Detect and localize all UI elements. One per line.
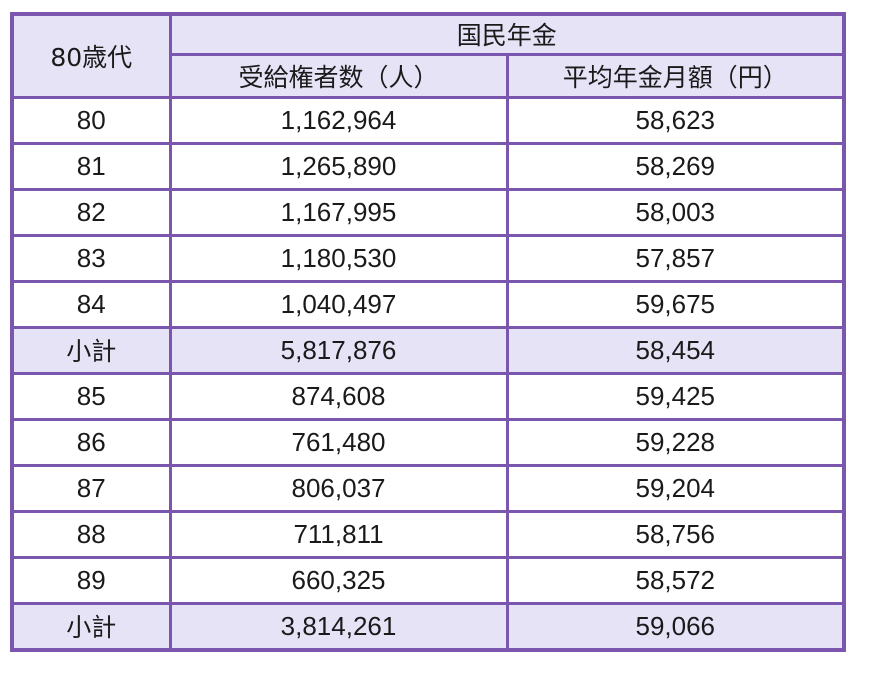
avg-monthly-cell: 59,675 <box>505 279 846 329</box>
age-cell: 88 <box>10 509 172 559</box>
national-pension-header: 国民年金 <box>168 12 846 56</box>
recipients-subtotal-cell: 3,814,261 <box>168 601 509 651</box>
age-cell: 87 <box>10 463 172 513</box>
recipients-cell: 660,325 <box>168 555 509 605</box>
age-cell: 80 <box>10 95 172 145</box>
subtotal-row: 小計 3,814,261 59,066 <box>10 601 846 651</box>
recipients-cell: 1,040,497 <box>168 279 509 329</box>
age-cell: 81 <box>10 141 172 191</box>
avg-monthly-cell: 58,572 <box>505 555 846 605</box>
table-row: 83 1,180,530 57,857 <box>10 233 846 283</box>
age-cell: 86 <box>10 417 172 467</box>
avg-monthly-cell: 59,204 <box>505 463 846 513</box>
recipients-cell: 761,480 <box>168 417 509 467</box>
pension-table: 80歳代 国民年金 受給権者数（人） 平均年金月額（円） 80 1,162,96… <box>10 12 846 652</box>
table-row: 89 660,325 58,572 <box>10 555 846 605</box>
avg-monthly-cell: 58,003 <box>505 187 846 237</box>
avg-monthly-subtotal-cell: 59,066 <box>505 601 846 651</box>
avg-monthly-cell: 58,623 <box>505 95 846 145</box>
recipients-cell: 1,162,964 <box>168 95 509 145</box>
subtotal-label: 小計 <box>10 325 172 375</box>
age-cell: 85 <box>10 371 172 421</box>
avg-monthly-cell: 59,228 <box>505 417 846 467</box>
age-cell: 83 <box>10 233 172 283</box>
age-cell: 84 <box>10 279 172 329</box>
avg-monthly-cell: 58,269 <box>505 141 846 191</box>
recipients-cell: 874,608 <box>168 371 509 421</box>
age-cell: 82 <box>10 187 172 237</box>
table-row: 87 806,037 59,204 <box>10 463 846 513</box>
table-row: 85 874,608 59,425 <box>10 371 846 421</box>
recipients-cell: 1,167,995 <box>168 187 509 237</box>
avg-monthly-cell: 59,425 <box>505 371 846 421</box>
table-row: 81 1,265,890 58,269 <box>10 141 846 191</box>
avg-monthly-cell: 57,857 <box>505 233 846 283</box>
age-group-header: 80歳代 <box>10 12 172 99</box>
header-row-1: 80歳代 国民年金 <box>10 12 846 99</box>
recipients-cell: 1,180,530 <box>168 233 509 283</box>
avg-monthly-column-header: 平均年金月額（円） <box>505 52 846 99</box>
table-row: 86 761,480 59,228 <box>10 417 846 467</box>
subtotal-row: 小計 5,817,876 58,454 <box>10 325 846 375</box>
subtotal-label: 小計 <box>10 601 172 651</box>
recipients-subtotal-cell: 5,817,876 <box>168 325 509 375</box>
age-cell: 89 <box>10 555 172 605</box>
table-row: 82 1,167,995 58,003 <box>10 187 846 237</box>
avg-monthly-subtotal-cell: 58,454 <box>505 325 846 375</box>
recipients-cell: 1,265,890 <box>168 141 509 191</box>
table-row: 80 1,162,964 58,623 <box>10 95 846 145</box>
avg-monthly-cell: 58,756 <box>505 509 846 559</box>
recipients-cell: 806,037 <box>168 463 509 513</box>
recipients-column-header: 受給権者数（人） <box>168 52 509 99</box>
recipients-cell: 711,811 <box>168 509 509 559</box>
table-row: 84 1,040,497 59,675 <box>10 279 846 329</box>
header-row-2: 受給権者数（人） 平均年金月額（円） <box>12 52 846 99</box>
table-row: 88 711,811 58,756 <box>10 509 846 559</box>
